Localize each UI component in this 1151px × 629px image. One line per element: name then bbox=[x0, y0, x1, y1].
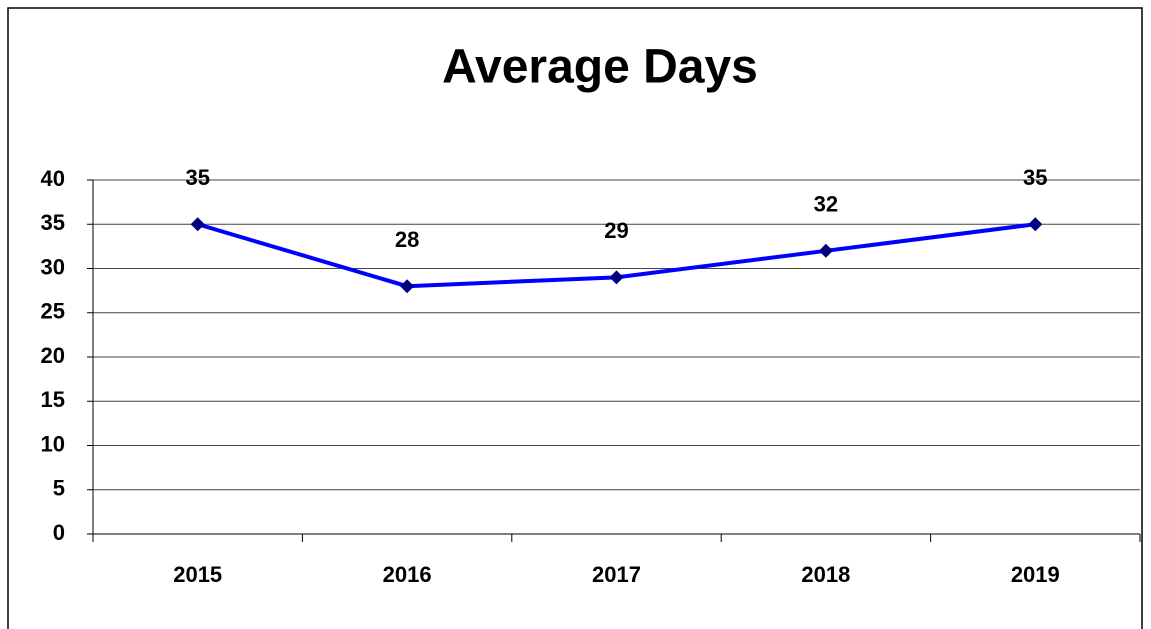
point-marker bbox=[190, 217, 205, 232]
y-tick-label: 25 bbox=[41, 299, 65, 324]
point-marker bbox=[1028, 217, 1043, 232]
y-tick-label: 5 bbox=[53, 476, 65, 501]
y-tick-label: 15 bbox=[41, 387, 65, 412]
chart-border bbox=[7, 7, 1143, 629]
data-label: 28 bbox=[395, 227, 419, 252]
y-tick-label: 30 bbox=[41, 254, 65, 279]
chart-title: Average Days bbox=[442, 41, 758, 94]
y-tick-label: 35 bbox=[41, 210, 65, 235]
point-marker bbox=[818, 243, 833, 258]
y-tick-label: 20 bbox=[41, 343, 65, 368]
point-marker bbox=[609, 270, 624, 285]
point-marker bbox=[400, 279, 415, 294]
x-tick-label: 2018 bbox=[801, 562, 850, 587]
x-tick-label: 2016 bbox=[383, 562, 432, 587]
y-tick-label: 40 bbox=[41, 166, 65, 191]
data-label: 29 bbox=[604, 218, 628, 243]
x-tick-label: 2019 bbox=[1011, 562, 1060, 587]
y-tick-label: 10 bbox=[41, 431, 65, 456]
data-label: 35 bbox=[1023, 165, 1047, 190]
x-tick-label: 2017 bbox=[592, 562, 641, 587]
data-label: 35 bbox=[185, 165, 209, 190]
x-tick-label: 2015 bbox=[173, 562, 222, 587]
data-label: 32 bbox=[814, 192, 838, 217]
y-tick-label: 0 bbox=[53, 520, 65, 545]
